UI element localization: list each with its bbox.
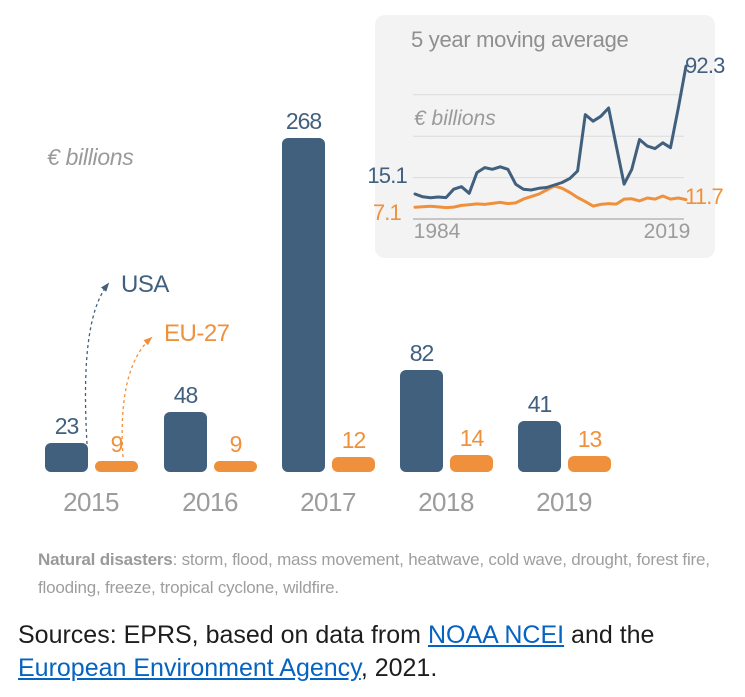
note-body: : storm, flood, mass movement, heatwave,… — [38, 550, 710, 597]
bar-value-label: 12 — [341, 427, 367, 454]
bar-value-label: 268 — [285, 108, 322, 135]
noaa-ncei-link[interactable]: NOAA NCEI — [427, 621, 565, 649]
year-label-2017: 2017 — [300, 487, 356, 517]
gridlines — [413, 94, 684, 179]
usa-line — [413, 64, 688, 200]
sources-prefix: Sources: EPRS, based on data from — [18, 621, 428, 649]
eea-link[interactable]: European Environment Agency — [18, 654, 361, 682]
usa-bar-2018 — [400, 369, 443, 472]
note-text: Natural disasters: storm, flood, mass mo… — [38, 546, 726, 602]
sources-suffix: , 2021. — [360, 654, 438, 682]
inset-y-unit-label: € billions — [414, 107, 496, 130]
sources-middle: and the — [564, 621, 655, 649]
usa-bar-2017 — [282, 138, 325, 472]
inset-title: 5 year moving average — [411, 27, 629, 52]
eu-bar-2016 — [214, 460, 257, 472]
bar-value-label: 9 — [229, 430, 243, 457]
year-label-2016: 2016 — [182, 487, 238, 517]
eu-bar-2019 — [568, 455, 611, 472]
year-label-2015: 2015 — [63, 487, 119, 517]
eu-bar-2015 — [95, 460, 138, 472]
usa-start-value-label: 15.1 — [367, 163, 407, 188]
usa-bar-2019 — [518, 420, 561, 472]
bar-value-label: 13 — [577, 425, 603, 452]
eu-bar-2018 — [450, 454, 493, 472]
y-unit-label: € billions — [47, 144, 134, 170]
eu-end-value-label: 11.7 — [685, 184, 724, 209]
usa-callout-label: USA — [121, 271, 169, 298]
note-lead: Natural disasters — [38, 550, 173, 569]
usa-bar-2016 — [164, 412, 207, 472]
eu27-callout-label: EU-27 — [164, 320, 230, 347]
bar-value-label: 82 — [409, 339, 435, 366]
bar-value-label: 14 — [459, 424, 485, 451]
x-tick-2019: 2019 — [643, 220, 691, 243]
eu-line — [413, 184, 688, 210]
eu-bar-2017 — [332, 457, 375, 472]
bar-value-label: 41 — [527, 390, 553, 417]
usa-bar-2015 — [45, 443, 88, 472]
bar-value-label: 23 — [54, 413, 80, 440]
bar-value-label: 48 — [173, 382, 199, 409]
x-tick-1984: 1984 — [413, 220, 461, 243]
usa-end-value-label: 92.3 — [685, 53, 725, 78]
year-label-2018: 2018 — [418, 487, 474, 517]
bar-value-label: 9 — [110, 430, 124, 457]
inset-chart: 5 year moving average € billions 15.1 7.… — [367, 15, 725, 258]
inset-plot — [413, 64, 688, 220]
sources-text: Sources: EPRS, based on data from NOAA N… — [18, 619, 734, 685]
eu-start-value-label: 7.1 — [372, 200, 402, 225]
eu27-arrow — [121, 336, 153, 458]
usa-arrow — [84, 282, 110, 445]
year-label-2019: 2019 — [536, 487, 592, 517]
